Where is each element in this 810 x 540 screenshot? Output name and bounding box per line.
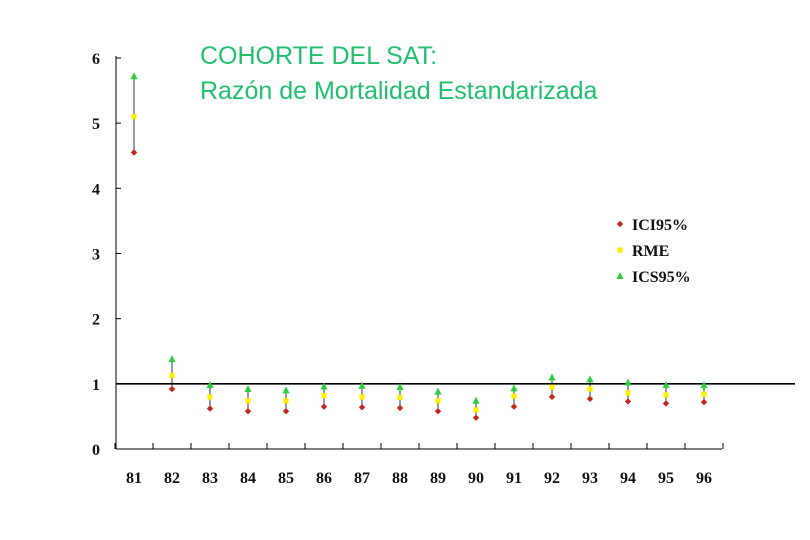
ics95-point (700, 381, 708, 389)
x-tick-label: 88 (392, 470, 408, 487)
x-tick-label: 91 (506, 470, 522, 487)
chart-title: COHORTE DEL SAT: Razón de Mortalidad Est… (200, 42, 598, 105)
ics95-point (434, 387, 442, 395)
ici95-point (358, 404, 366, 411)
x-tick-label: 94 (620, 470, 636, 487)
ics95-point (206, 381, 214, 389)
rme-point (549, 384, 555, 390)
y-tick-label: 0 (92, 442, 100, 459)
x-tick-label: 95 (658, 470, 674, 487)
ics95-point (586, 375, 594, 383)
rme-point (663, 392, 669, 398)
x-tick-label: 87 (354, 470, 370, 487)
ics95-point (358, 381, 366, 389)
ics95-point (548, 373, 556, 381)
x-tick-label: 82 (164, 470, 180, 487)
x-tick-label: 90 (468, 470, 484, 487)
ici95-point (510, 403, 518, 410)
ticks: 0 1 2 3 4 5 6 81 82 83 84 85 86 87 88 89 90 91 92 93 94 95 96 (92, 51, 724, 487)
x-tick-label: 85 (278, 470, 294, 487)
x-tick-label: 86 (316, 470, 332, 487)
ics95-point (472, 396, 480, 404)
ici95-point (700, 398, 708, 406)
ici95-point (206, 405, 214, 412)
ici95-point (472, 414, 480, 421)
ics95-point (624, 378, 632, 386)
data-marks (130, 72, 708, 421)
rme-point (321, 392, 327, 399)
ici95-point (168, 385, 176, 393)
ici95-point (244, 408, 252, 415)
ics95-point (662, 381, 670, 389)
ics95-point (320, 382, 328, 390)
x-tick-label: 89 (430, 470, 446, 487)
rme-point (473, 407, 479, 413)
legend-marker-rme (617, 247, 623, 253)
rme-point (131, 114, 137, 120)
ici95-point (624, 398, 632, 405)
x-tick-label: 92 (544, 470, 560, 487)
rme-point (283, 398, 289, 404)
rme-point (397, 394, 403, 401)
rme-point (245, 398, 251, 404)
ici95-point (320, 403, 328, 410)
y-tick-label: 6 (92, 51, 100, 68)
legend-label: ICI95% (632, 217, 688, 234)
legend: ICI95% RME ICS95% (616, 217, 691, 286)
ici95-point (282, 408, 290, 415)
x-tick-label: 81 (126, 470, 142, 487)
y-tick-label: 3 (92, 247, 100, 264)
rme-point (511, 393, 517, 399)
ici95-point (662, 400, 670, 407)
y-tick-label: 1 (92, 377, 100, 394)
axes (115, 56, 795, 450)
legend-label: ICS95% (632, 269, 691, 286)
ici95-point (586, 395, 594, 403)
ics95-point (168, 355, 176, 363)
rme-point (625, 390, 631, 396)
x-tick-label: 93 (582, 470, 598, 487)
rme-point (359, 394, 365, 400)
title-line-2: Razón de Mortalidad Estandarizada (200, 77, 598, 105)
title-line-1: COHORTE DEL SAT: (200, 42, 437, 70)
y-tick-label: 4 (92, 181, 100, 198)
legend-marker-ici95 (616, 220, 624, 228)
ics95-point (244, 385, 252, 393)
rme-point (435, 398, 441, 404)
legend-label: RME (632, 243, 669, 260)
rme-point (587, 386, 593, 392)
ici95-point (434, 408, 442, 415)
rme-point (701, 391, 707, 397)
ics95-point (396, 383, 404, 391)
ici95-point (548, 393, 556, 401)
x-tick-label: 96 (696, 470, 712, 487)
y-tick-label: 5 (92, 116, 100, 133)
y-tick-label: 2 (92, 312, 100, 329)
x-tick-label: 83 (202, 470, 218, 487)
ics95-point (510, 384, 518, 392)
ics95-point (282, 386, 290, 394)
ics95-point (130, 72, 138, 80)
interval-whiskers (133, 76, 705, 418)
legend-marker-ics95 (616, 272, 624, 279)
x-tick-label: 84 (240, 470, 256, 487)
rme-point (207, 394, 213, 400)
ici95-point (130, 149, 138, 156)
ici95-point (396, 404, 404, 412)
rme-point (169, 372, 175, 378)
